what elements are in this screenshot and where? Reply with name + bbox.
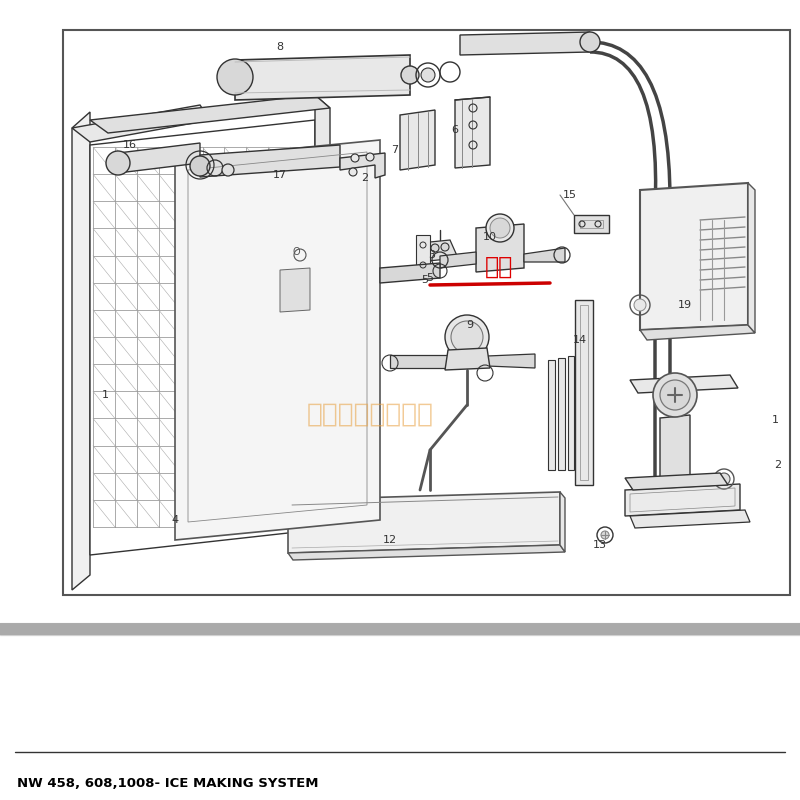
Circle shape [401,66,419,84]
Polygon shape [288,492,560,553]
Circle shape [222,164,234,176]
Text: 8: 8 [277,42,283,52]
Polygon shape [445,348,490,370]
Polygon shape [340,153,385,178]
Bar [416,235,430,275]
Polygon shape [440,252,476,268]
Polygon shape [625,484,740,516]
Text: 5: 5 [426,273,434,283]
Text: 磁块: 磁块 [485,255,514,279]
Circle shape [106,151,130,175]
Polygon shape [748,183,755,333]
Bar [580,220,603,228]
Text: 2: 2 [774,460,782,470]
Polygon shape [72,105,210,142]
Polygon shape [90,95,330,133]
Text: 6: 6 [451,125,458,135]
Polygon shape [487,354,535,368]
Circle shape [634,299,646,311]
Circle shape [431,244,439,252]
Bar [558,358,565,470]
Circle shape [190,156,210,176]
Polygon shape [200,145,340,177]
Polygon shape [630,375,738,393]
Bar [580,305,588,480]
Polygon shape [660,415,690,483]
Bar [63,30,790,595]
Text: 16: 16 [123,140,137,150]
Polygon shape [175,140,380,540]
Circle shape [660,380,690,410]
Polygon shape [288,545,565,560]
Polygon shape [420,240,458,261]
Polygon shape [380,263,440,283]
Polygon shape [455,97,490,168]
Polygon shape [118,143,200,173]
Circle shape [653,373,697,417]
Text: 19: 19 [678,300,692,310]
Text: 4: 4 [171,515,178,525]
Polygon shape [560,492,565,552]
Text: 2: 2 [362,173,369,183]
Circle shape [601,531,609,539]
Text: 7: 7 [391,145,398,155]
Polygon shape [640,183,748,330]
Polygon shape [90,120,315,555]
Text: 5: 5 [421,275,428,285]
Bar [568,356,574,470]
Text: 12: 12 [383,535,397,545]
Bar [548,360,555,470]
Polygon shape [460,32,590,55]
Polygon shape [315,95,330,530]
Circle shape [451,321,483,353]
Polygon shape [390,355,448,368]
Circle shape [351,154,359,162]
Text: 15: 15 [563,190,577,200]
Circle shape [486,214,514,242]
Bar [574,215,609,233]
Polygon shape [640,325,755,340]
Polygon shape [280,268,310,312]
Text: 1: 1 [102,390,109,400]
Polygon shape [524,248,565,262]
Circle shape [441,243,449,251]
Circle shape [718,473,730,485]
Bar [0,623,800,635]
Circle shape [349,168,357,176]
Circle shape [366,153,374,161]
Polygon shape [400,110,435,170]
Text: 9: 9 [466,320,474,330]
Circle shape [580,32,600,52]
Text: 10: 10 [483,232,497,242]
Text: 14: 14 [573,335,587,345]
Polygon shape [630,510,750,528]
Polygon shape [625,473,728,490]
Polygon shape [72,112,90,590]
Polygon shape [476,224,524,272]
Text: NW 458, 608,1008- ICE MAKING SYSTEM: NW 458, 608,1008- ICE MAKING SYSTEM [17,777,318,790]
Text: 1: 1 [771,415,778,425]
Circle shape [445,315,489,359]
Text: O: O [292,247,300,257]
Text: 3: 3 [429,250,435,260]
Circle shape [421,68,435,82]
Text: 宇蓝厨房设备配件: 宇蓝厨房设备配件 [306,402,434,428]
Text: 13: 13 [593,540,607,550]
Circle shape [217,59,253,95]
Circle shape [490,218,510,238]
Polygon shape [235,55,410,100]
Text: 17: 17 [273,170,287,180]
Bar [575,300,593,485]
